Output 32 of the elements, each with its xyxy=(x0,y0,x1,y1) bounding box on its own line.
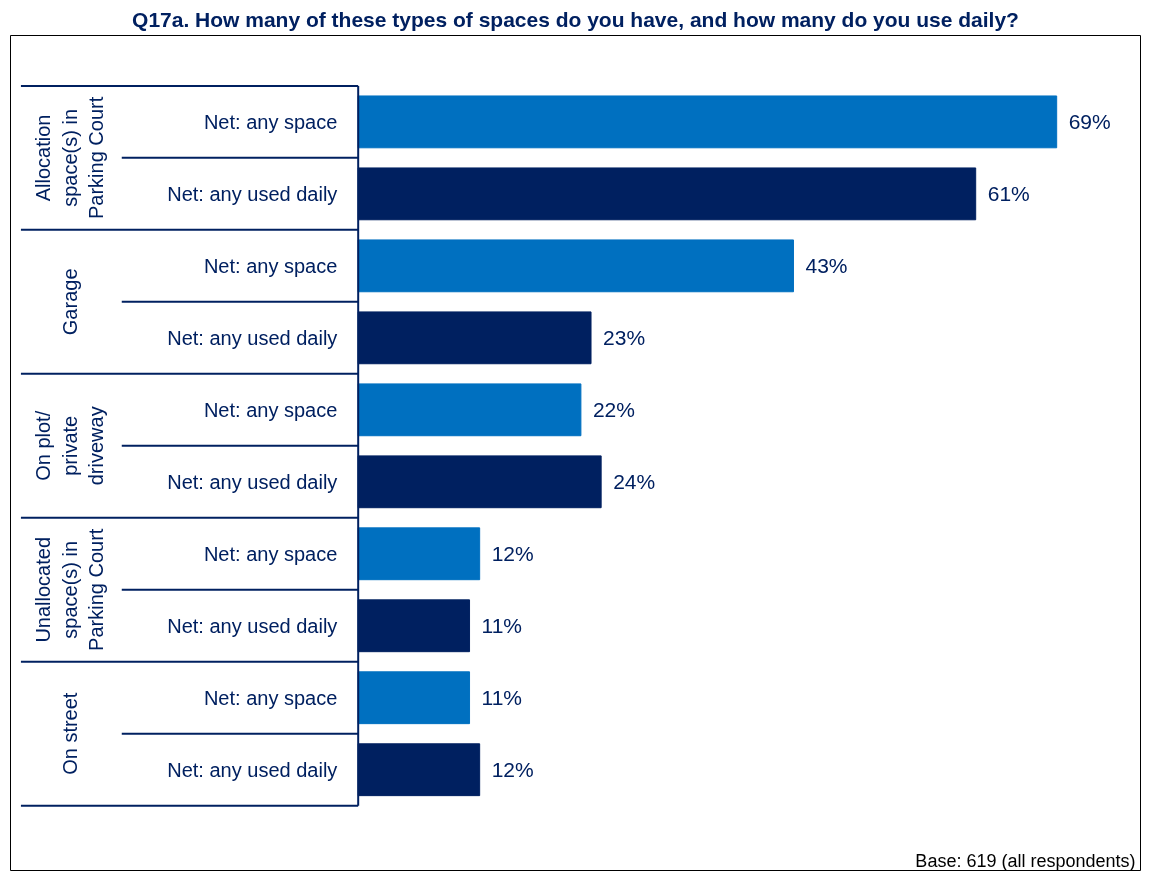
data-label: 22% xyxy=(592,398,635,422)
bar xyxy=(357,95,1058,149)
data-label: 23% xyxy=(603,326,646,350)
data-label: 12% xyxy=(491,542,534,566)
data-label: 11% xyxy=(481,614,523,638)
text: On plot/ private driveway xyxy=(32,406,108,486)
bar xyxy=(357,239,794,293)
y-tick-label: Net: any used daily xyxy=(167,470,338,493)
data-label: 11% xyxy=(481,686,523,710)
bar xyxy=(357,671,471,725)
y-tick-label: Net: any used daily xyxy=(167,326,338,349)
bar xyxy=(357,527,481,581)
data-label: 12% xyxy=(491,758,534,782)
y-tick-label: Net: any used daily xyxy=(167,182,338,205)
y-tick-label: Net: any used daily xyxy=(167,614,338,637)
text: Allocation space(s) in Parking Court xyxy=(32,96,108,220)
text: On street xyxy=(58,692,81,775)
y-tick-label: Net: any used daily xyxy=(167,758,338,781)
y-tick-label: Net: any space xyxy=(203,686,338,709)
y-tick-label: Net: any space xyxy=(203,542,338,565)
data-label: 61% xyxy=(987,182,1030,206)
bar xyxy=(357,383,582,437)
data-label: 24% xyxy=(613,470,656,494)
chart-title: Q17a. How many of these types of spaces do you have, and how many do you use daily? xyxy=(132,7,1019,31)
text: Garage xyxy=(58,268,81,336)
y-tick-label: Net: any space xyxy=(203,110,338,133)
data-label: 43% xyxy=(805,254,848,278)
data-label: 69% xyxy=(1068,110,1111,134)
y-tick-label: Net: any space xyxy=(203,254,338,277)
text: Base: 619 (all respondents) xyxy=(915,850,1136,871)
text: Unallocated space(s) in Parking Court xyxy=(32,528,108,651)
y-tick-label: Net: any space xyxy=(203,398,338,421)
